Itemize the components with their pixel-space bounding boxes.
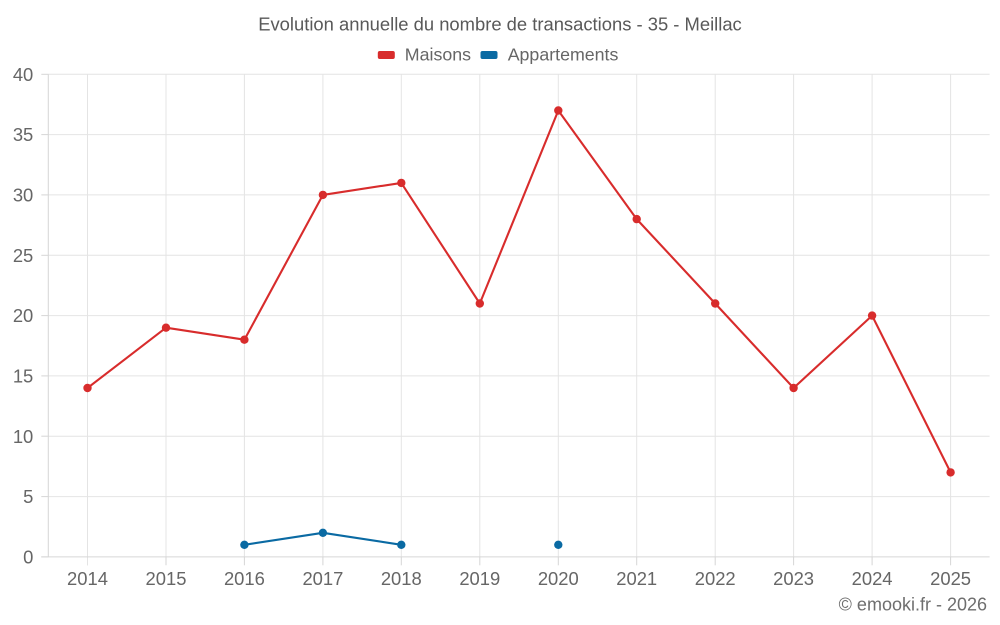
- svg-text:2014: 2014: [67, 568, 108, 589]
- svg-text:10: 10: [13, 426, 33, 447]
- svg-text:2024: 2024: [852, 568, 893, 589]
- svg-text:25: 25: [13, 245, 33, 266]
- svg-text:2023: 2023: [773, 568, 814, 589]
- svg-text:2020: 2020: [538, 568, 579, 589]
- svg-text:20: 20: [13, 305, 33, 326]
- svg-text:0: 0: [23, 547, 33, 568]
- svg-text:2015: 2015: [146, 568, 187, 589]
- svg-text:40: 40: [13, 64, 33, 85]
- svg-text:Evolution annuelle du nombre d: Evolution annuelle du nombre de transact…: [258, 14, 742, 35]
- svg-text:5: 5: [23, 486, 33, 507]
- svg-text:Maisons: Maisons: [405, 45, 471, 65]
- svg-text:30: 30: [13, 185, 33, 206]
- svg-text:2019: 2019: [459, 568, 500, 589]
- svg-text:2017: 2017: [302, 568, 343, 589]
- svg-text:35: 35: [13, 124, 33, 145]
- svg-text:Appartements: Appartements: [508, 45, 619, 65]
- svg-text:2022: 2022: [695, 568, 736, 589]
- svg-text:15: 15: [13, 366, 33, 387]
- svg-text:© emooki.fr - 2026: © emooki.fr - 2026: [839, 594, 987, 614]
- svg-text:2016: 2016: [224, 568, 265, 589]
- svg-text:2025: 2025: [930, 568, 971, 589]
- svg-text:2021: 2021: [616, 568, 657, 589]
- svg-text:2018: 2018: [381, 568, 422, 589]
